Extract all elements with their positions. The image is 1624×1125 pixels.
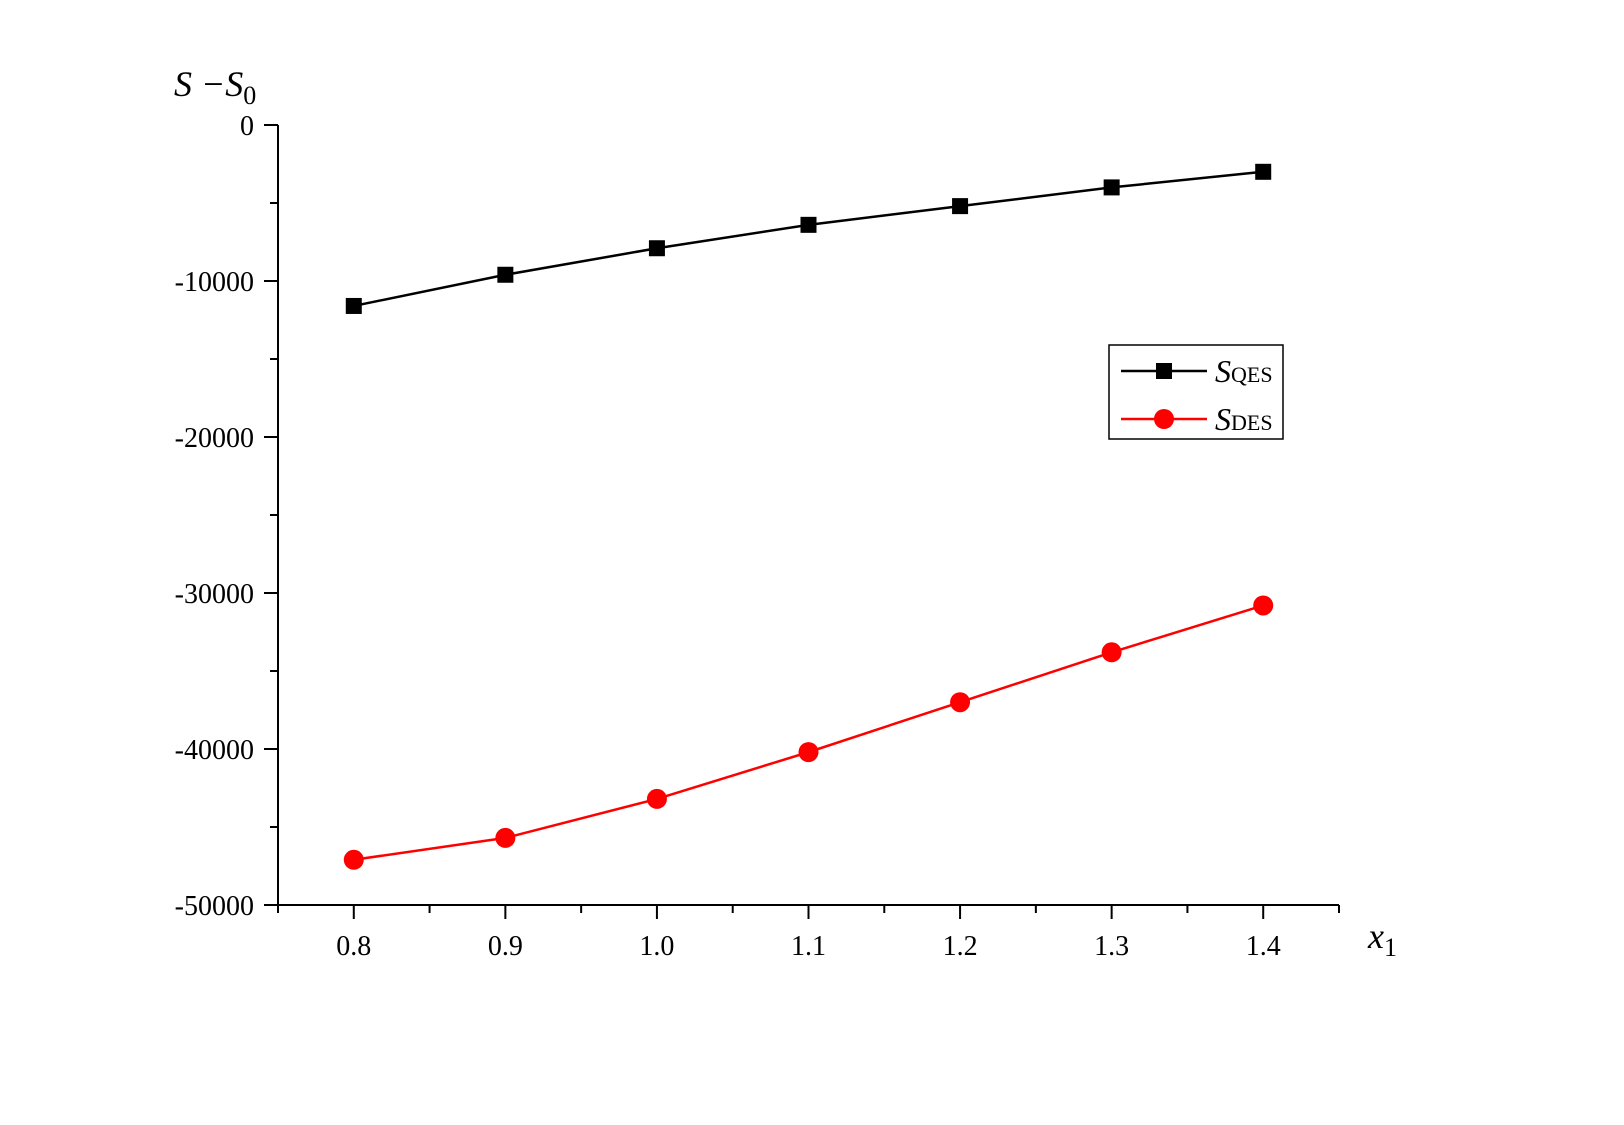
x-axis-title-main: x (1367, 916, 1384, 956)
legend-box (1108, 344, 1284, 440)
data-point-qes (1255, 163, 1272, 180)
y-axis-title-sub: 0 (243, 81, 256, 110)
x-axis-title: x1 (1367, 916, 1397, 962)
y-ticks: 0 -10000 -20000 -30000 -40000 -50000 (175, 111, 278, 922)
legend-label-qes-sub: QES (1231, 362, 1273, 387)
y-axis-title-main: S −S (174, 64, 243, 104)
series-line-des (353, 604, 1264, 861)
y-tick-label: -10000 (175, 267, 254, 298)
legend-item-des: SDES (1121, 401, 1273, 437)
y-tick-label: 0 (240, 111, 254, 142)
x-tick-label: 0.9 (488, 931, 523, 962)
y-tick-label: -40000 (175, 735, 254, 766)
data-point-des (1253, 595, 1274, 616)
data-point-des (646, 788, 667, 809)
data-point-qes (648, 240, 665, 257)
data-point-qes (497, 266, 514, 283)
data-point-qes (800, 216, 817, 233)
legend-label-des-main: S (1215, 401, 1231, 437)
data-point-qes (1103, 179, 1120, 196)
legend-label-des-sub: DES (1231, 410, 1273, 435)
data-point-des (1101, 642, 1122, 663)
legend: SQES SDES (1108, 344, 1284, 440)
data-point-qes (952, 198, 969, 215)
data-point-des (950, 692, 971, 713)
data-point-des (495, 827, 516, 848)
x-tick-label: 1.1 (791, 931, 826, 962)
data-point-des (343, 849, 364, 870)
x-tick-label: 1.2 (943, 931, 978, 962)
x-axis-title-sub: 1 (1384, 933, 1397, 962)
x-tick-label: 0.8 (336, 931, 371, 962)
axes: 0 -10000 -20000 -30000 -40000 -50000 0.8 0.9 1.… (175, 111, 1340, 962)
x-tick-label: 1.3 (1094, 931, 1129, 962)
y-tick-label: -30000 (175, 579, 254, 610)
series-line-qes (353, 170, 1264, 308)
x-tick-label: 1.0 (639, 931, 674, 962)
data-point-qes (345, 297, 362, 314)
legend-label-qes-main: S (1215, 353, 1231, 389)
y-tick-label: -20000 (175, 423, 254, 454)
y-axis-title: S −S0 (174, 64, 256, 110)
plot-series (343, 163, 1274, 870)
legend-marker-des (1154, 409, 1174, 429)
legend-label-qes: SQES (1215, 353, 1273, 389)
x-tick-label: 1.4 (1246, 931, 1281, 962)
data-point-des (798, 742, 819, 763)
legend-marker-qes (1156, 363, 1172, 379)
x-ticks: 0.8 0.9 1.0 1.1 1.2 1.3 1.4 (277, 905, 1340, 962)
legend-label-des: SDES (1215, 401, 1273, 437)
y-tick-label: -50000 (175, 891, 254, 922)
legend-item-qes: SQES (1121, 353, 1273, 389)
